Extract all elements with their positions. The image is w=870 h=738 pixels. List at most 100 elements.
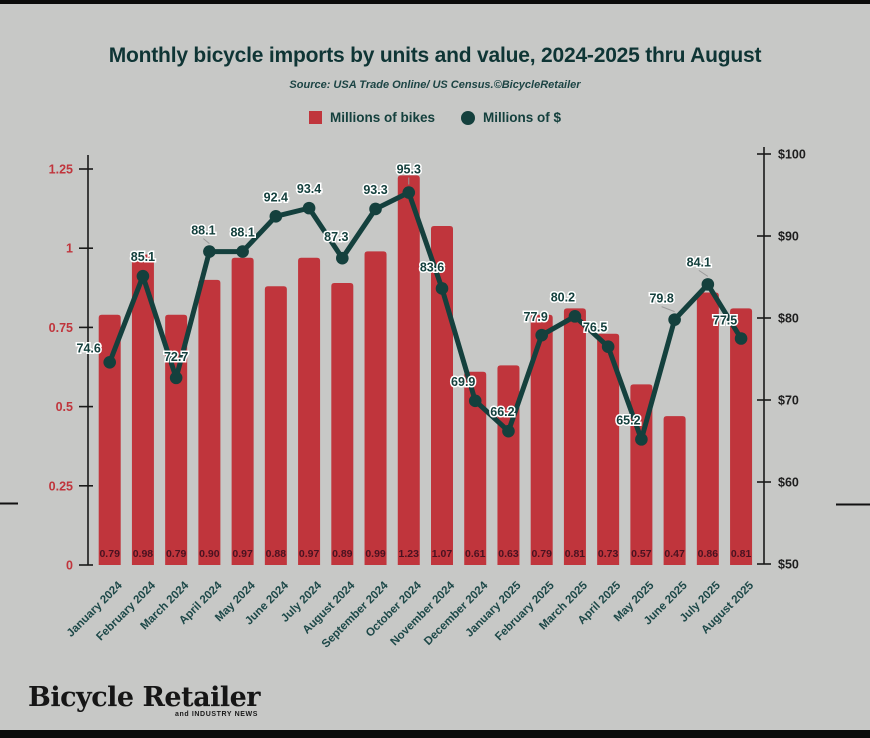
bar — [364, 251, 387, 566]
bar-value-label: 0.79 — [99, 548, 120, 560]
bar — [231, 257, 254, 565]
line-point — [502, 424, 515, 438]
bar — [597, 333, 620, 565]
bar — [563, 308, 586, 565]
legend: Millions of bikes Millions of $ — [0, 110, 870, 125]
point-label-leader — [661, 306, 675, 313]
point-value-label: 93.4 — [297, 182, 321, 196]
line-point — [601, 340, 615, 354]
line-point — [635, 433, 648, 446]
bar — [131, 254, 154, 565]
left-axis-tick-label: 0.25 — [49, 479, 73, 493]
bottom-border — [0, 730, 870, 738]
bar-value-label: 0.79 — [166, 548, 187, 560]
point-value-label: 74.6 — [77, 341, 101, 355]
bar-value-label: 0.86 — [698, 548, 719, 560]
left-axis-tick-label: 0 — [66, 559, 73, 573]
dollars-swatch-icon — [461, 110, 475, 125]
point-value-label: 87.3 — [324, 230, 348, 244]
point-value-label: 84.1 — [687, 255, 711, 269]
bar-value-label: 0.97 — [232, 548, 253, 560]
point-value-label: 69.9 — [451, 375, 475, 389]
right-axis-tick-label: $80 — [778, 312, 799, 326]
right-axis-tick-label: $100 — [778, 148, 806, 162]
left-axis-tick-label: 0.5 — [56, 400, 73, 414]
bar-value-label: 0.81 — [731, 548, 752, 560]
bar — [264, 286, 287, 565]
point-value-label: 83.6 — [420, 260, 444, 274]
line-point — [435, 282, 449, 295]
line-point — [568, 310, 582, 323]
point-label-leader — [203, 238, 210, 244]
point-value-label: 65.2 — [616, 413, 640, 427]
line-point — [203, 245, 216, 258]
point-value-label: 72.7 — [164, 350, 188, 364]
right-axis-tick-label: $50 — [778, 558, 799, 572]
bar-value-label: 0.63 — [498, 548, 519, 560]
legend-label-dollars: Millions of $ — [483, 110, 562, 125]
line-point — [169, 371, 183, 385]
bar — [530, 314, 553, 565]
top-border — [0, 0, 870, 4]
line-point — [369, 202, 382, 216]
point-value-label: 88.1 — [191, 224, 215, 238]
bar-value-label: 0.57 — [631, 548, 652, 560]
bar-value-label: 0.90 — [199, 548, 220, 560]
bar — [663, 416, 686, 565]
point-value-label: 92.4 — [264, 190, 288, 204]
bar — [298, 257, 321, 565]
bar — [98, 314, 121, 565]
point-value-label: 77.9 — [524, 310, 548, 324]
point-value-label: 88.1 — [230, 226, 254, 240]
bar — [464, 371, 487, 565]
legend-label-bikes: Millions of bikes — [329, 110, 435, 125]
left-axis-tick-label: 1 — [66, 242, 73, 256]
x-axis-label: February 2025 — [493, 579, 557, 643]
line-point — [535, 328, 548, 342]
bar — [198, 279, 221, 565]
point-value-label: 95.3 — [397, 163, 421, 177]
line-point — [136, 269, 150, 283]
bar-value-label: 1.07 — [432, 548, 453, 560]
bar-value-label: 0.47 — [664, 548, 685, 560]
bar — [497, 365, 520, 565]
point-value-label: 77.5 — [713, 314, 737, 328]
point-value-label: 93.3 — [363, 183, 387, 197]
x-axis-label: February 2024 — [94, 579, 158, 643]
bar-value-label: 1.23 — [399, 548, 420, 560]
chart-source: Source: USA Trade Online/ US Census.©Bic… — [289, 79, 581, 91]
x-axis-label: January 2024 — [65, 579, 125, 639]
left-axis-tick-label: 1.25 — [49, 163, 73, 177]
bar-value-label: 0.79 — [531, 548, 552, 560]
right-axis-tick-label: $90 — [778, 230, 799, 244]
right-axis-tick-label: $70 — [778, 394, 799, 408]
line-point — [668, 313, 681, 326]
line-point — [336, 251, 349, 265]
bar — [431, 226, 453, 566]
bar-value-label: 0.88 — [266, 548, 287, 560]
line-point — [103, 355, 116, 369]
point-value-label: 66.2 — [490, 405, 514, 419]
line-point — [236, 245, 249, 258]
bar-value-label: 0.97 — [299, 548, 320, 560]
bar — [696, 292, 719, 565]
point-value-label: 85.1 — [131, 250, 155, 264]
line-point — [468, 394, 482, 408]
bicycle-retailer-logo: Bicycle Retailer and INDUSTRY NEWS — [28, 684, 260, 719]
right-axis-tick-label: $60 — [778, 476, 799, 490]
point-value-label: 79.8 — [649, 292, 673, 306]
logo-subtext: and INDUSTRY NEWS — [175, 711, 258, 718]
bar — [397, 175, 420, 565]
point-label-leader — [698, 269, 709, 277]
chart-title: Monthly bicycle imports by units and val… — [108, 44, 762, 67]
legend-item-dollars: Millions of $ — [461, 110, 561, 125]
line-point — [402, 186, 416, 199]
bar-value-label: 0.98 — [133, 548, 154, 560]
point-value-label: 80.2 — [551, 290, 575, 304]
legend-item-bikes: Millions of bikes — [308, 110, 435, 125]
left-axis-tick-label: 0.75 — [49, 321, 73, 335]
line-point — [701, 278, 715, 291]
point-value-label: 76.5 — [583, 321, 607, 335]
bar-value-label: 0.89 — [332, 548, 353, 560]
